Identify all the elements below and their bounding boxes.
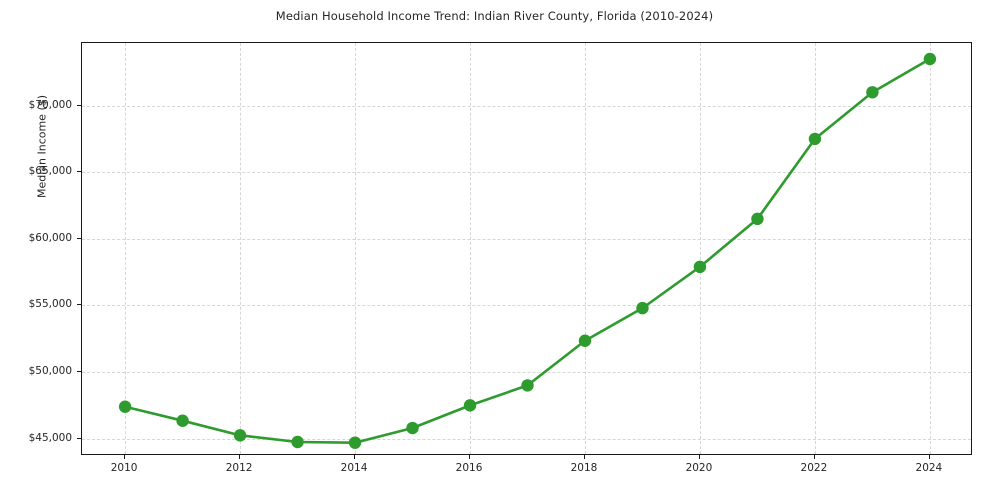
gridline-horizontal — [82, 172, 971, 174]
x-tick-mark — [928, 455, 930, 459]
gridline-vertical — [814, 43, 816, 454]
chart-title: Median Household Income Trend: Indian Ri… — [275, 9, 714, 23]
y-tick-label: $65,000 — [28, 165, 72, 178]
y-tick-label: $50,000 — [28, 365, 72, 378]
x-tick-mark — [698, 455, 700, 459]
x-tick-mark — [239, 455, 241, 459]
gridline-vertical — [699, 43, 701, 454]
x-tick-label: 2012 — [225, 462, 253, 474]
gridline-vertical — [470, 43, 472, 454]
gridline-vertical — [929, 43, 931, 454]
x-tick-label: 2024 — [915, 462, 943, 474]
gridline-vertical — [355, 43, 357, 454]
data-point-marker — [693, 260, 707, 274]
x-tick-mark — [469, 455, 471, 459]
plot-area — [81, 42, 972, 455]
data-point-marker — [923, 52, 937, 66]
data-point-marker — [118, 400, 132, 413]
x-tick-label: 2014 — [340, 462, 368, 474]
income-data-point-markers — [118, 52, 937, 449]
y-tick-mark — [77, 171, 81, 173]
data-point-marker — [751, 212, 764, 226]
y-tick-label: $70,000 — [28, 98, 72, 111]
gridline-vertical — [125, 43, 127, 454]
y-axis-label: Median Income ($) — [35, 94, 49, 199]
gridline-vertical — [240, 43, 242, 454]
y-tick-mark — [77, 371, 81, 373]
y-tick-label: $55,000 — [28, 298, 72, 311]
y-tick-label: $60,000 — [28, 231, 72, 244]
x-tick-label: 2022 — [800, 462, 828, 474]
data-point-marker — [521, 379, 534, 392]
x-tick-mark — [583, 455, 585, 459]
data-point-marker — [406, 421, 419, 435]
gridline-vertical — [584, 43, 586, 454]
gridline-horizontal — [82, 305, 971, 307]
x-tick-mark — [124, 455, 126, 459]
data-point-marker — [463, 399, 477, 412]
x-tick-label: 2010 — [110, 462, 138, 474]
y-tick-mark — [77, 437, 81, 439]
gridline-horizontal — [82, 372, 971, 374]
data-point-marker — [808, 132, 822, 146]
x-tick-label: 2016 — [455, 462, 483, 474]
gridline-horizontal — [82, 438, 971, 440]
data-point-marker — [291, 435, 304, 449]
y-tick-mark — [77, 237, 81, 239]
gridline-horizontal — [82, 238, 971, 240]
x-tick-label: 2020 — [685, 462, 713, 474]
data-point-marker — [636, 301, 649, 315]
x-tick-label: 2018 — [570, 462, 598, 474]
x-tick-mark — [354, 455, 356, 459]
data-point-marker — [176, 414, 189, 427]
data-series-layer — [118, 52, 937, 449]
data-point-marker — [348, 436, 362, 449]
data-point-marker — [866, 86, 879, 99]
y-tick-mark — [77, 304, 81, 306]
y-tick-mark — [77, 104, 81, 106]
data-point-marker — [233, 429, 247, 442]
x-tick-mark — [813, 455, 815, 459]
gridline-horizontal — [82, 105, 971, 107]
y-tick-label: $45,000 — [28, 431, 72, 444]
data-point-marker — [578, 334, 592, 347]
